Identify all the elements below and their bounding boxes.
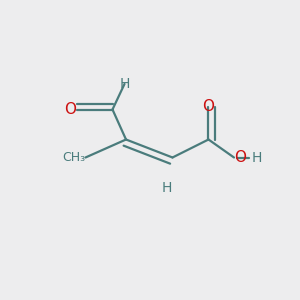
Text: H: H — [161, 181, 172, 194]
Text: H: H — [119, 77, 130, 91]
Text: H: H — [252, 151, 262, 164]
Text: CH₃: CH₃ — [62, 151, 86, 164]
Text: O: O — [234, 150, 246, 165]
Text: O: O — [64, 102, 76, 117]
Text: O: O — [202, 99, 214, 114]
